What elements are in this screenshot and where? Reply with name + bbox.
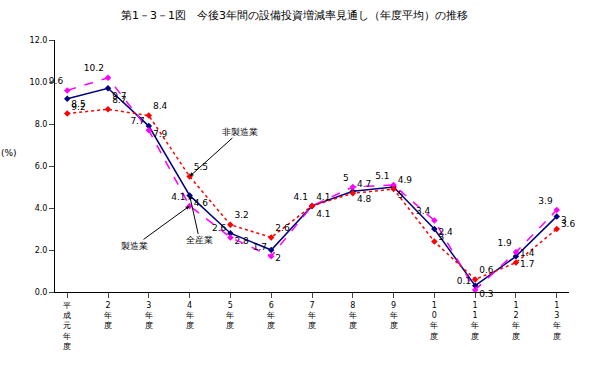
svg-text:4.6: 4.6 bbox=[194, 198, 209, 208]
svg-text:12年度: 12年度 bbox=[512, 301, 520, 341]
svg-text:1.7: 1.7 bbox=[520, 259, 534, 269]
svg-text:5: 5 bbox=[398, 190, 404, 200]
svg-text:5.1: 5.1 bbox=[375, 171, 389, 181]
svg-text:7.7: 7.7 bbox=[130, 116, 144, 126]
svg-text:6年度: 6年度 bbox=[267, 301, 275, 331]
svg-text:4.8: 4.8 bbox=[357, 194, 372, 204]
svg-text:9.2: 9.2 bbox=[71, 102, 85, 112]
svg-text:8.7: 8.7 bbox=[112, 95, 126, 105]
svg-text:2年度: 2年度 bbox=[104, 301, 112, 331]
svg-text:8.5: 8.5 bbox=[71, 99, 85, 109]
svg-text:2.4: 2.4 bbox=[439, 227, 454, 237]
svg-text:10.0: 10.0 bbox=[30, 78, 48, 87]
svg-text:5: 5 bbox=[343, 173, 349, 183]
svg-text:10.2: 10.2 bbox=[84, 63, 104, 73]
svg-text:10年度: 10年度 bbox=[430, 301, 438, 341]
svg-text:8.4: 8.4 bbox=[153, 101, 168, 111]
svg-text:7.9: 7.9 bbox=[153, 129, 168, 139]
svg-text:0.1: 0.1 bbox=[457, 276, 471, 286]
svg-text:3.2: 3.2 bbox=[235, 210, 249, 220]
svg-text:第1－3－1図 今後3年間の設備投資増減率見通し（年度平均）: 第1－3－1図 今後3年間の設備投資増減率見通し（年度平均）の推移 bbox=[121, 9, 468, 22]
svg-text:4.1: 4.1 bbox=[316, 192, 330, 202]
svg-text:3.4: 3.4 bbox=[416, 206, 431, 216]
svg-text:2.8: 2.8 bbox=[235, 236, 250, 246]
svg-text:全産業: 全産業 bbox=[186, 235, 213, 245]
svg-text:5.5: 5.5 bbox=[194, 162, 208, 172]
svg-text:9.6: 9.6 bbox=[49, 76, 64, 86]
svg-text:2.6: 2.6 bbox=[275, 223, 290, 233]
svg-text:3年度: 3年度 bbox=[145, 301, 153, 331]
svg-text:3.9: 3.9 bbox=[538, 196, 553, 206]
svg-text:4.7: 4.7 bbox=[357, 179, 371, 189]
svg-text:非製造業: 非製造業 bbox=[222, 127, 258, 137]
svg-text:8年度: 8年度 bbox=[349, 301, 357, 331]
svg-text:9年度: 9年度 bbox=[390, 301, 398, 331]
svg-text:2.0: 2.0 bbox=[35, 246, 48, 255]
svg-text:4.1: 4.1 bbox=[316, 209, 330, 219]
svg-text:11年度: 11年度 bbox=[471, 301, 479, 341]
svg-text:4.0: 4.0 bbox=[35, 204, 48, 213]
svg-text:9.7: 9.7 bbox=[112, 91, 126, 101]
svg-text:4.9: 4.9 bbox=[398, 175, 413, 185]
svg-text:1.7: 1.7 bbox=[253, 242, 267, 252]
svg-text:2: 2 bbox=[275, 253, 281, 263]
svg-text:1.4: 1.4 bbox=[520, 248, 535, 258]
svg-text:13年度: 13年度 bbox=[553, 301, 561, 341]
svg-text:2.6: 2.6 bbox=[212, 223, 227, 233]
svg-text:製造業: 製造業 bbox=[121, 241, 148, 251]
svg-text:1.9: 1.9 bbox=[498, 238, 513, 248]
svg-text:平成元年度: 平成元年度 bbox=[63, 301, 71, 352]
svg-text:3: 3 bbox=[561, 215, 567, 225]
svg-text:0.6: 0.6 bbox=[479, 265, 494, 275]
svg-text:6.0: 6.0 bbox=[35, 162, 48, 171]
svg-text:7年度: 7年度 bbox=[308, 301, 316, 331]
svg-text:5年度: 5年度 bbox=[226, 301, 234, 331]
svg-text:(%): (%) bbox=[1, 148, 17, 158]
svg-text:4年度: 4年度 bbox=[186, 301, 194, 331]
svg-text:12.0: 12.0 bbox=[30, 36, 48, 45]
svg-text:3.6: 3.6 bbox=[561, 219, 576, 229]
svg-text:4.1: 4.1 bbox=[171, 192, 185, 202]
svg-text:3: 3 bbox=[439, 232, 445, 242]
svg-text:0.0: 0.0 bbox=[35, 288, 48, 297]
svg-text:4.1: 4.1 bbox=[294, 192, 308, 202]
svg-text:8.0: 8.0 bbox=[35, 120, 48, 129]
svg-text:0.3: 0.3 bbox=[479, 289, 493, 299]
